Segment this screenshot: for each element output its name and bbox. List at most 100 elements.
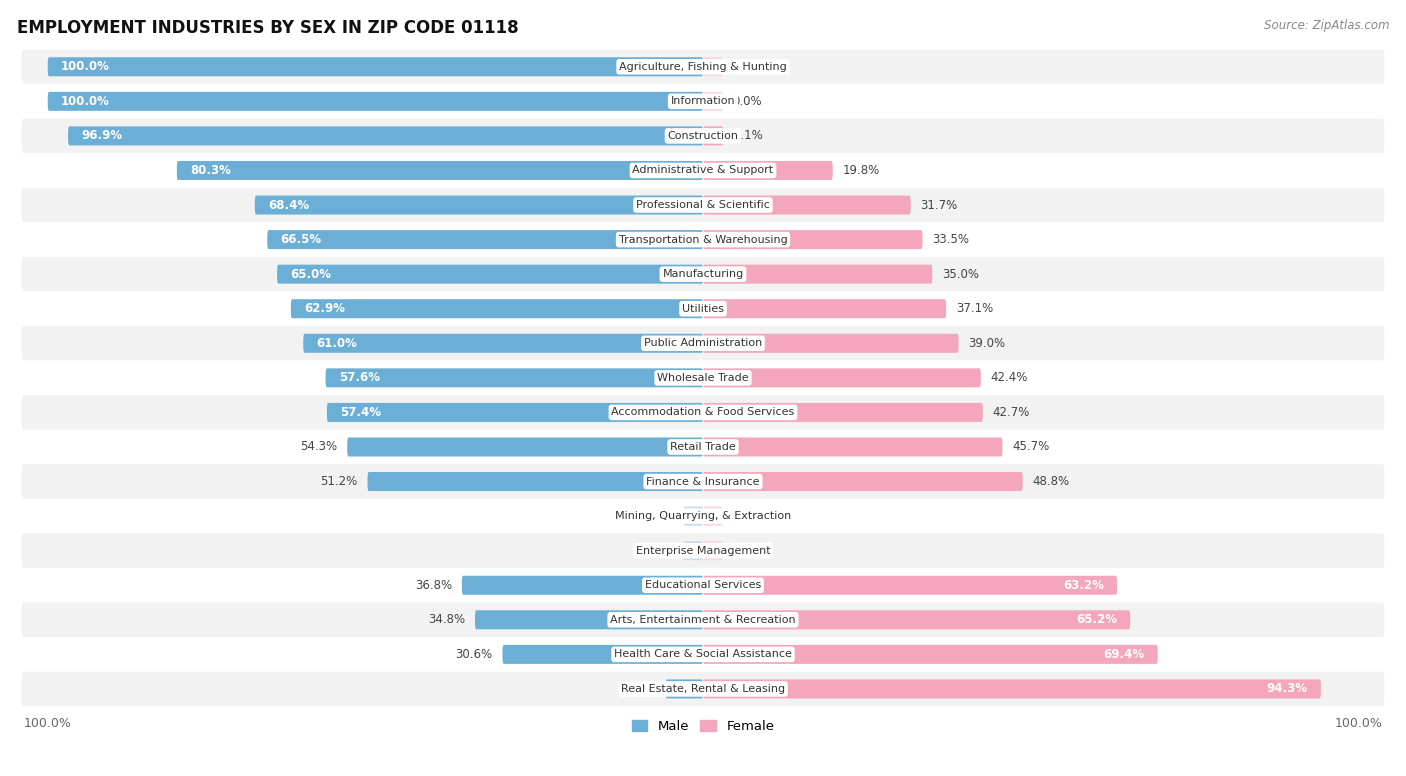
Text: 0.0%: 0.0% (733, 61, 762, 73)
Text: 68.4%: 68.4% (269, 199, 309, 212)
FancyBboxPatch shape (277, 265, 703, 284)
Text: Health Care & Social Assistance: Health Care & Social Assistance (614, 650, 792, 660)
FancyBboxPatch shape (21, 326, 1385, 361)
FancyBboxPatch shape (21, 637, 1385, 672)
FancyBboxPatch shape (703, 230, 922, 249)
Text: 42.4%: 42.4% (991, 372, 1028, 384)
Text: Agriculture, Fishing & Hunting: Agriculture, Fishing & Hunting (619, 62, 787, 71)
Text: 33.5%: 33.5% (932, 233, 969, 246)
Legend: Male, Female: Male, Female (631, 720, 775, 733)
Text: 57.4%: 57.4% (340, 406, 381, 419)
Text: Enterprise Management: Enterprise Management (636, 546, 770, 556)
FancyBboxPatch shape (703, 403, 983, 422)
Text: 66.5%: 66.5% (280, 233, 322, 246)
FancyBboxPatch shape (463, 576, 703, 594)
Text: 48.8%: 48.8% (1032, 475, 1070, 488)
FancyBboxPatch shape (703, 369, 981, 387)
FancyBboxPatch shape (177, 161, 703, 180)
FancyBboxPatch shape (21, 430, 1385, 464)
Text: 51.2%: 51.2% (321, 475, 357, 488)
FancyBboxPatch shape (67, 126, 703, 145)
Text: Source: ZipAtlas.com: Source: ZipAtlas.com (1264, 19, 1389, 33)
Text: 54.3%: 54.3% (301, 441, 337, 453)
FancyBboxPatch shape (326, 403, 703, 422)
FancyBboxPatch shape (304, 334, 703, 353)
FancyBboxPatch shape (703, 92, 723, 111)
Text: 5.7%: 5.7% (626, 682, 655, 695)
Text: Accommodation & Food Services: Accommodation & Food Services (612, 407, 794, 417)
Text: Wholesale Trade: Wholesale Trade (657, 372, 749, 383)
Text: 65.2%: 65.2% (1076, 613, 1118, 626)
Text: 35.0%: 35.0% (942, 268, 979, 281)
Text: Information: Information (671, 96, 735, 106)
Text: 96.9%: 96.9% (82, 130, 122, 143)
Text: Transportation & Warehousing: Transportation & Warehousing (619, 234, 787, 244)
FancyBboxPatch shape (21, 672, 1385, 706)
Text: Finance & Insurance: Finance & Insurance (647, 476, 759, 487)
Text: 57.6%: 57.6% (339, 372, 380, 384)
Text: 42.7%: 42.7% (993, 406, 1031, 419)
Text: EMPLOYMENT INDUSTRIES BY SEX IN ZIP CODE 01118: EMPLOYMENT INDUSTRIES BY SEX IN ZIP CODE… (17, 19, 519, 37)
FancyBboxPatch shape (21, 292, 1385, 326)
FancyBboxPatch shape (21, 153, 1385, 188)
Text: 94.3%: 94.3% (1267, 682, 1308, 695)
FancyBboxPatch shape (703, 472, 1022, 491)
FancyBboxPatch shape (21, 499, 1385, 533)
FancyBboxPatch shape (703, 196, 911, 214)
Text: Utilities: Utilities (682, 303, 724, 314)
Text: 63.2%: 63.2% (1063, 579, 1104, 592)
FancyBboxPatch shape (48, 57, 703, 76)
FancyBboxPatch shape (703, 610, 1130, 629)
FancyBboxPatch shape (291, 300, 703, 318)
FancyBboxPatch shape (21, 533, 1385, 568)
FancyBboxPatch shape (48, 92, 703, 111)
FancyBboxPatch shape (665, 680, 703, 698)
Text: 61.0%: 61.0% (316, 337, 357, 350)
FancyBboxPatch shape (703, 438, 1002, 456)
Text: 0.0%: 0.0% (733, 95, 762, 108)
Text: 65.0%: 65.0% (290, 268, 332, 281)
Text: Arts, Entertainment & Recreation: Arts, Entertainment & Recreation (610, 615, 796, 625)
FancyBboxPatch shape (703, 507, 723, 525)
FancyBboxPatch shape (21, 119, 1385, 153)
FancyBboxPatch shape (502, 645, 703, 664)
Text: Manufacturing: Manufacturing (662, 269, 744, 279)
Text: Public Administration: Public Administration (644, 338, 762, 348)
FancyBboxPatch shape (347, 438, 703, 456)
FancyBboxPatch shape (21, 222, 1385, 257)
Text: Construction: Construction (668, 131, 738, 141)
FancyBboxPatch shape (703, 300, 946, 318)
FancyBboxPatch shape (21, 84, 1385, 119)
Text: 0.0%: 0.0% (733, 544, 762, 557)
Text: 0.0%: 0.0% (733, 510, 762, 522)
FancyBboxPatch shape (21, 602, 1385, 637)
Text: Administrative & Support: Administrative & Support (633, 165, 773, 175)
FancyBboxPatch shape (267, 230, 703, 249)
FancyBboxPatch shape (703, 126, 723, 145)
FancyBboxPatch shape (703, 541, 723, 560)
FancyBboxPatch shape (21, 361, 1385, 395)
Text: 80.3%: 80.3% (190, 164, 231, 177)
FancyBboxPatch shape (21, 50, 1385, 84)
Text: 100.0%: 100.0% (60, 95, 110, 108)
Text: 31.7%: 31.7% (921, 199, 957, 212)
FancyBboxPatch shape (21, 568, 1385, 602)
FancyBboxPatch shape (326, 369, 703, 387)
FancyBboxPatch shape (703, 265, 932, 284)
Text: 3.1%: 3.1% (733, 130, 763, 143)
Text: 19.8%: 19.8% (842, 164, 880, 177)
FancyBboxPatch shape (367, 472, 703, 491)
Text: 37.1%: 37.1% (956, 302, 993, 315)
FancyBboxPatch shape (475, 610, 703, 629)
Text: 39.0%: 39.0% (969, 337, 1005, 350)
FancyBboxPatch shape (703, 680, 1320, 698)
Text: Retail Trade: Retail Trade (671, 442, 735, 452)
Text: 34.8%: 34.8% (427, 613, 465, 626)
Text: Professional & Scientific: Professional & Scientific (636, 200, 770, 210)
Text: 0.0%: 0.0% (644, 544, 673, 557)
FancyBboxPatch shape (21, 257, 1385, 292)
Text: 69.4%: 69.4% (1104, 648, 1144, 661)
FancyBboxPatch shape (703, 645, 1157, 664)
Text: 62.9%: 62.9% (304, 302, 344, 315)
Text: 36.8%: 36.8% (415, 579, 453, 592)
